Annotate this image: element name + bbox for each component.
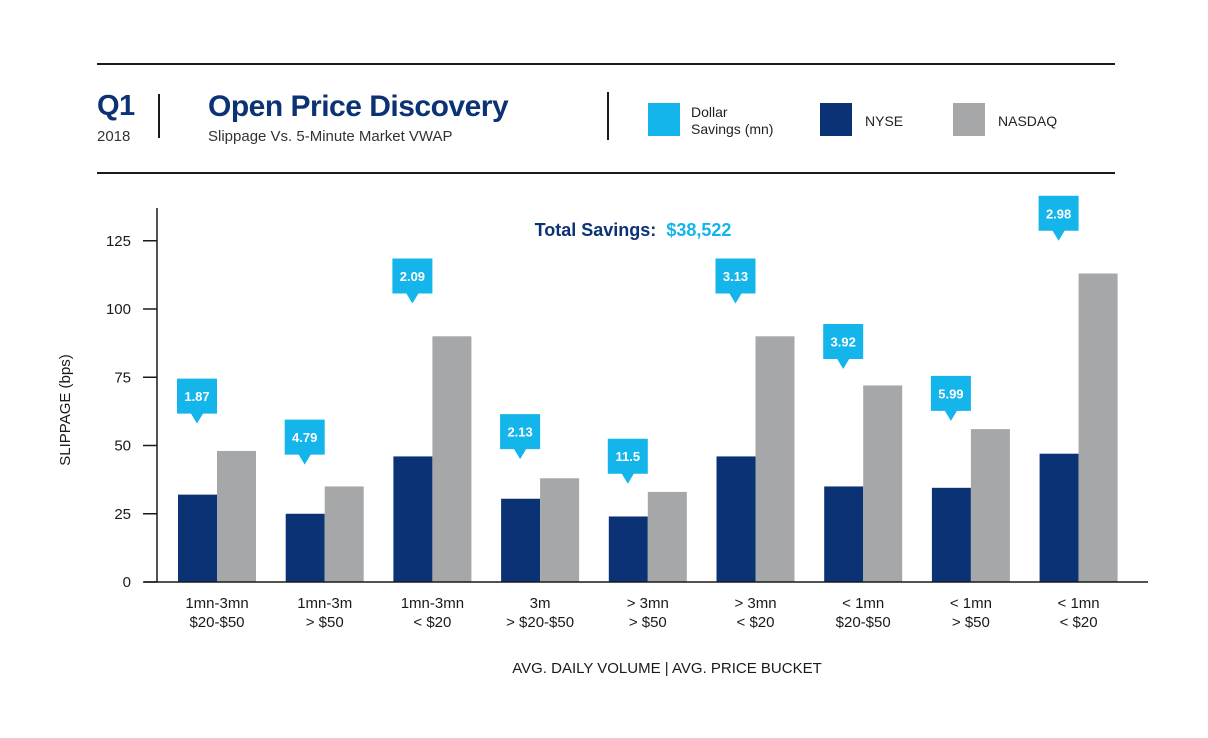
x-tick-label-price: > $20-$50 bbox=[506, 614, 574, 631]
x-tick-label-price: < $20 bbox=[737, 614, 775, 631]
bar-nyse bbox=[1039, 453, 1079, 582]
bar-nyse bbox=[931, 487, 971, 582]
x-tick-label-volume: > 3mn bbox=[734, 595, 776, 612]
total-savings-label: Total Savings: bbox=[535, 220, 657, 240]
bar-nyse bbox=[393, 456, 433, 582]
y-axis-title: SLIPPAGE (bps) bbox=[57, 354, 74, 465]
callout-value: 2.98 bbox=[1046, 206, 1071, 221]
bar-nasdaq bbox=[217, 450, 256, 582]
legend-label-dollar-line1: Dollar bbox=[691, 104, 728, 120]
y-tick-label: 75 bbox=[114, 369, 131, 386]
callout-box bbox=[177, 378, 217, 424]
callout-value: 1.87 bbox=[184, 389, 209, 404]
total-savings-annotation: Total Savings: $38,522 bbox=[535, 220, 732, 240]
y-tick-label: 125 bbox=[106, 233, 131, 250]
x-tick-label-volume: < 1mn bbox=[950, 595, 992, 612]
x-tick-label-price: < $20 bbox=[1060, 614, 1098, 631]
legend-label-dollar-savings: Dollar Savings (mn) bbox=[691, 104, 773, 138]
dollar-savings-callout: 2.13 bbox=[500, 414, 541, 460]
dollar-savings-callout: 5.99 bbox=[930, 375, 971, 421]
bar-nasdaq bbox=[863, 385, 903, 582]
callout-box bbox=[392, 258, 433, 304]
header-bottom-rule bbox=[97, 172, 1115, 174]
bar-nasdaq bbox=[1078, 273, 1118, 582]
x-tick-label-volume: < 1mn bbox=[842, 595, 884, 612]
chart-title: Open Price Discovery bbox=[208, 90, 509, 123]
callout-box bbox=[1038, 195, 1079, 241]
x-tick-label-volume: > 3mn bbox=[627, 595, 669, 612]
bar-nyse bbox=[285, 513, 325, 582]
quarter-label: Q1 bbox=[97, 90, 135, 122]
callout-box bbox=[823, 324, 864, 370]
bar-nyse bbox=[824, 486, 864, 582]
x-tick-label-volume: 1mn-3mn bbox=[185, 595, 248, 612]
dollar-savings-callout: 11.5 bbox=[607, 438, 648, 484]
x-tick-label-price: > $50 bbox=[952, 614, 990, 631]
dollar-savings-callout: 4.79 bbox=[284, 419, 325, 465]
x-tick-label-price: > $50 bbox=[629, 614, 667, 631]
y-tick-label: 0 bbox=[123, 574, 131, 591]
legend-swatch-nasdaq bbox=[953, 103, 985, 136]
bar-nasdaq bbox=[432, 336, 472, 582]
legend-swatch-dollar-savings bbox=[648, 103, 680, 136]
callout-value: 3.13 bbox=[723, 269, 748, 284]
bar-nasdaq bbox=[755, 336, 795, 582]
x-tick-label-price: $20-$50 bbox=[189, 614, 244, 631]
callout-value: 3.92 bbox=[831, 335, 856, 350]
x-tick-label-volume: 3m bbox=[530, 595, 551, 612]
dollar-savings-callout: 1.87 bbox=[177, 378, 217, 424]
callout-value: 4.79 bbox=[292, 430, 317, 445]
chart-subtitle: Slippage Vs. 5-Minute Market VWAP bbox=[208, 128, 453, 145]
callout-value: 2.09 bbox=[400, 269, 425, 284]
bar-nasdaq bbox=[647, 491, 687, 582]
x-tick-label-price: < $20 bbox=[413, 614, 451, 631]
callout-box bbox=[607, 438, 648, 484]
bar-nyse bbox=[608, 516, 648, 582]
dollar-savings-callout: 3.92 bbox=[823, 324, 864, 370]
x-tick-label-price: $20-$50 bbox=[836, 614, 891, 631]
dollar-savings-callout: 3.13 bbox=[715, 258, 756, 304]
callout-box bbox=[500, 414, 541, 460]
callout-value: 5.99 bbox=[938, 386, 963, 401]
callout-box bbox=[930, 375, 971, 421]
y-tick-label: 25 bbox=[114, 506, 131, 523]
x-tick-label-volume: < 1mn bbox=[1058, 595, 1100, 612]
legend-swatch-nyse bbox=[820, 103, 852, 136]
legend-label-dollar-line2: Savings (mn) bbox=[691, 121, 774, 137]
total-savings-value: $38,522 bbox=[666, 220, 731, 240]
x-axis-title: AVG. DAILY VOLUME | AVG. PRICE BUCKET bbox=[512, 660, 822, 677]
dollar-savings-callout: 2.98 bbox=[1038, 195, 1079, 241]
y-tick-label: 50 bbox=[114, 438, 131, 455]
bar-nyse bbox=[716, 456, 756, 582]
header-top-rule bbox=[97, 63, 1115, 65]
bar-nyse bbox=[178, 494, 217, 582]
bar-nasdaq bbox=[970, 429, 1010, 582]
x-tick-label-volume: 1mn-3mn bbox=[401, 595, 464, 612]
year-label: 2018 bbox=[97, 128, 131, 145]
callout-value: 2.13 bbox=[507, 425, 532, 440]
bar-nasdaq bbox=[324, 486, 364, 582]
header-divider bbox=[158, 94, 160, 138]
x-tick-label-price: > $50 bbox=[306, 614, 344, 631]
y-tick-label: 100 bbox=[106, 301, 131, 318]
legend-label-nyse: NYSE bbox=[865, 113, 904, 129]
bar-nyse bbox=[501, 498, 541, 582]
dollar-savings-callout: 2.09 bbox=[392, 258, 433, 304]
callout-box bbox=[284, 419, 325, 465]
legend-label-nasdaq: NASDAQ bbox=[998, 113, 1058, 129]
callout-box bbox=[715, 258, 756, 304]
bar-nasdaq bbox=[540, 478, 580, 582]
legend-divider bbox=[607, 92, 609, 140]
x-tick-label-volume: 1mn-3m bbox=[297, 595, 352, 612]
callout-value: 11.5 bbox=[616, 449, 641, 464]
